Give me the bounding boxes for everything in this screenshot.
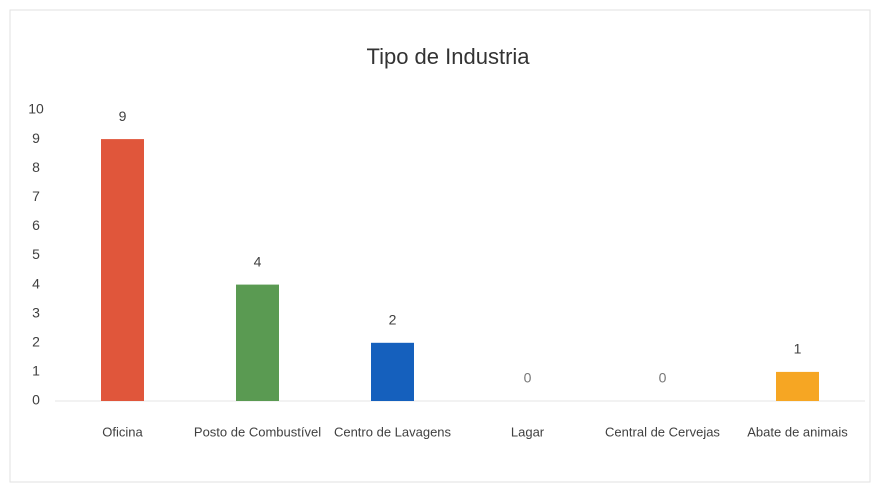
y-tick-label: 7 bbox=[32, 188, 40, 204]
y-tick-label: 5 bbox=[32, 246, 40, 262]
y-tick-label: 10 bbox=[28, 101, 44, 117]
chart-frame bbox=[9, 9, 871, 483]
chart-title: Tipo de Industria bbox=[366, 44, 530, 69]
x-tick-label: Abate de animais bbox=[747, 424, 848, 439]
bar bbox=[101, 139, 144, 401]
data-label: 4 bbox=[254, 253, 262, 269]
data-label: 9 bbox=[119, 108, 127, 124]
y-tick-label: 2 bbox=[32, 334, 40, 350]
x-tick-label: Posto de Combustível bbox=[194, 424, 321, 439]
data-label: 0 bbox=[659, 370, 667, 386]
y-tick-label: 0 bbox=[32, 392, 40, 408]
bar bbox=[776, 371, 819, 401]
bar bbox=[236, 284, 279, 401]
data-label: 0 bbox=[524, 370, 532, 386]
y-tick-label: 8 bbox=[32, 159, 40, 175]
data-label: 2 bbox=[389, 312, 397, 328]
data-label: 1 bbox=[794, 341, 802, 357]
y-tick-label: 3 bbox=[32, 304, 40, 320]
bar bbox=[371, 342, 414, 401]
y-tick-label: 6 bbox=[32, 217, 40, 233]
x-tick-label: Central de Cervejas bbox=[605, 424, 720, 439]
y-tick-label: 9 bbox=[32, 130, 40, 146]
x-tick-label: Oficina bbox=[102, 424, 143, 439]
y-tick-label: 1 bbox=[32, 363, 40, 379]
x-tick-label: Centro de Lavagens bbox=[334, 424, 452, 439]
y-tick-label: 4 bbox=[32, 275, 40, 291]
x-tick-label: Lagar bbox=[511, 424, 545, 439]
